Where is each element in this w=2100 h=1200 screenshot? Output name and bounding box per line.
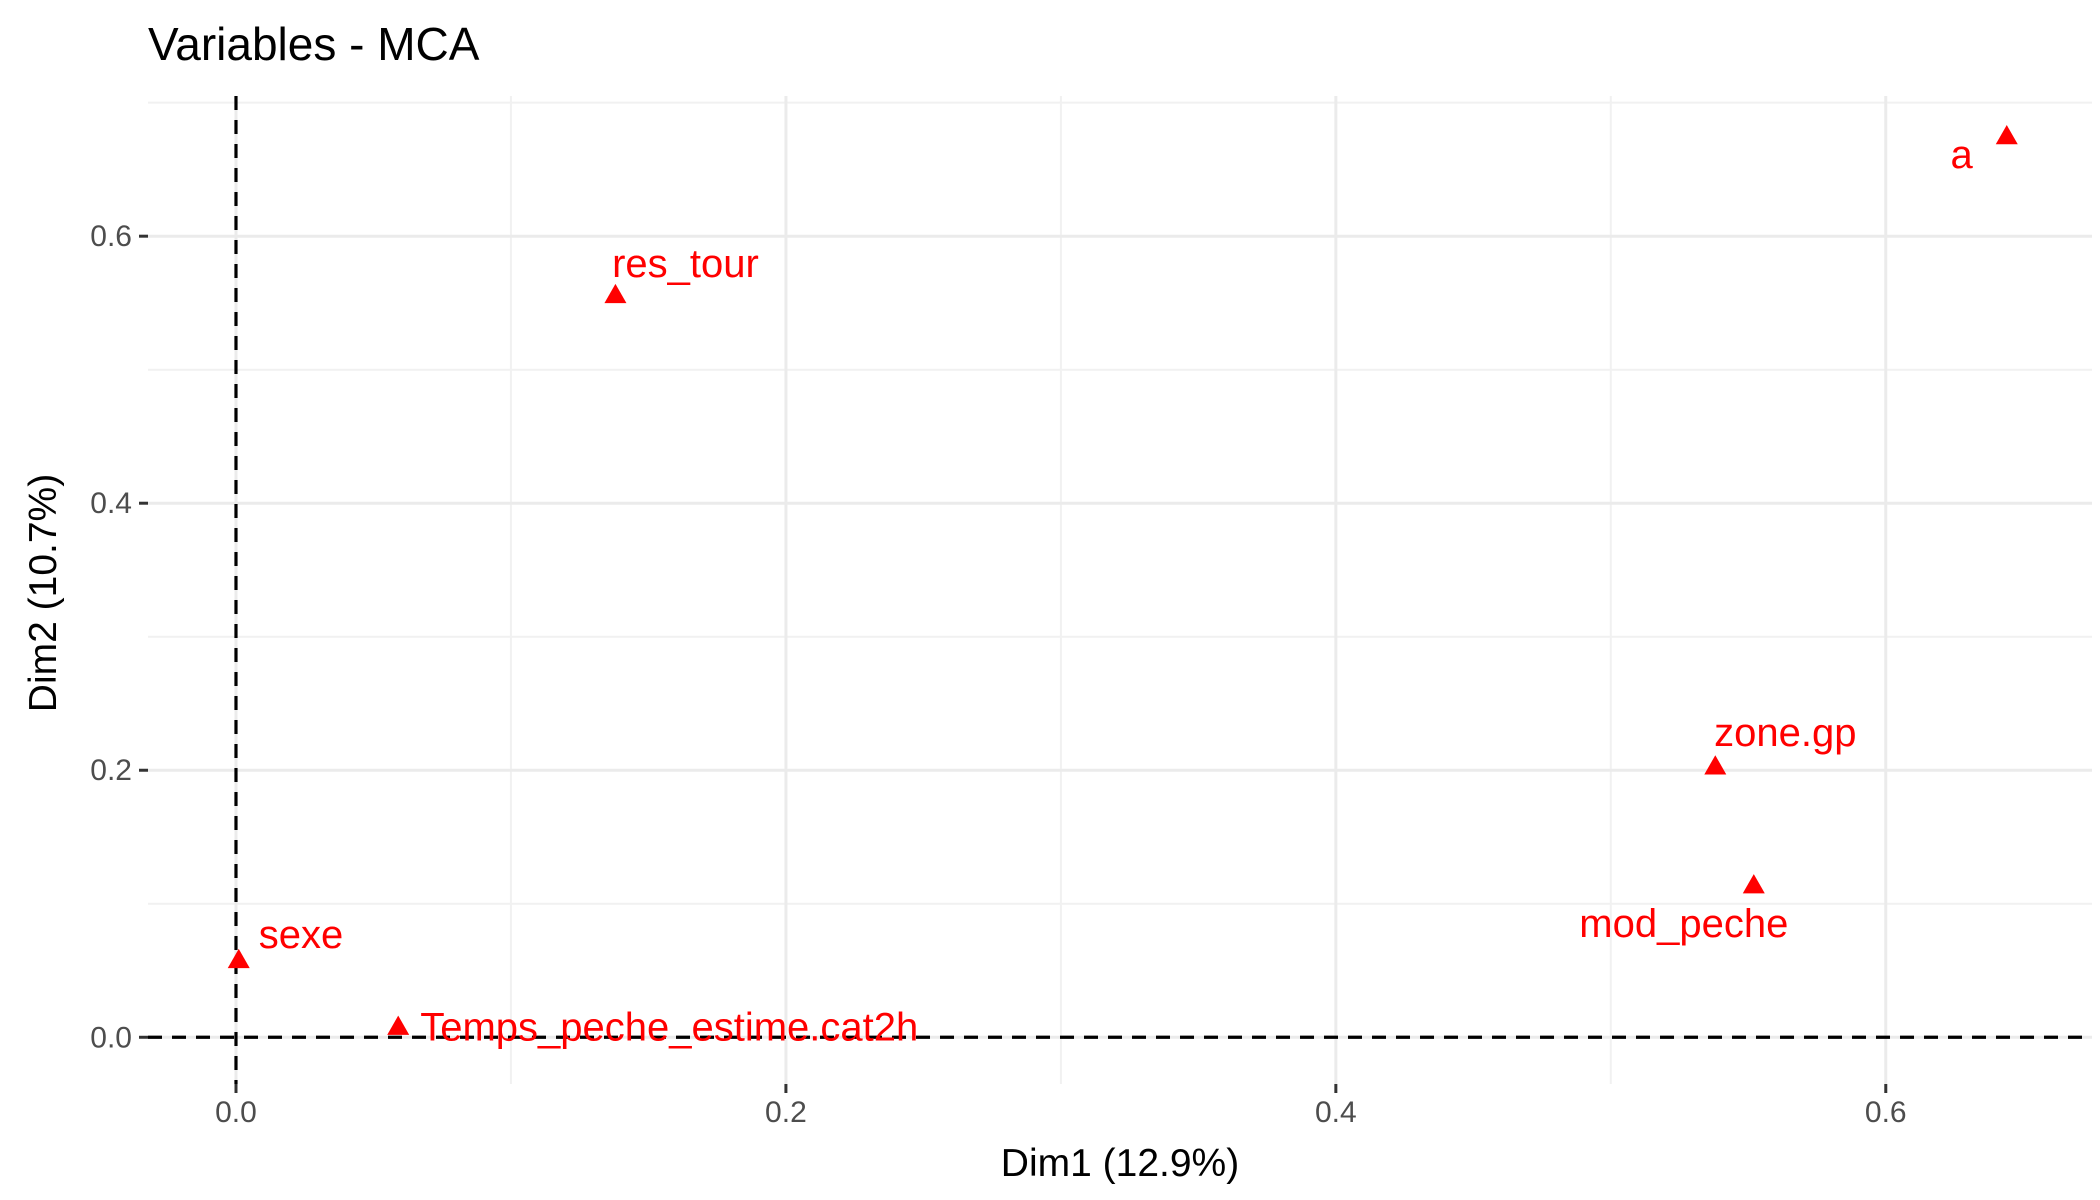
point-marker-res-tour xyxy=(604,283,627,304)
point-marker-a xyxy=(1995,125,2018,145)
point-labels: a res_tour zone.gp mod_peche sexe Temps_peche… xyxy=(259,133,1974,1050)
point-label-a: a xyxy=(1951,133,1974,177)
x-tick-label: 0.2 xyxy=(765,1096,807,1129)
point-label-mod-peche: mod_peche xyxy=(1579,902,1788,946)
y-axis-title: Dim2 (10.7%) xyxy=(22,474,65,712)
chart-title: Variables - MCA xyxy=(148,18,480,70)
x-tick-label: 0.4 xyxy=(1315,1096,1357,1129)
x-tick-label: 0.6 xyxy=(1865,1096,1907,1129)
y-tick-label: 0.0 xyxy=(90,1021,132,1054)
point-label-zone-gp: zone.gp xyxy=(1714,711,1856,755)
y-tick-label: 0.4 xyxy=(90,487,132,520)
point-marker-zone-gp xyxy=(1704,755,1727,775)
data-points xyxy=(227,125,2018,1035)
point-label-temps-peche-estime-cat2h: Temps_peche_estime.cat2h xyxy=(420,1006,918,1050)
minor-gridlines xyxy=(148,96,2092,1084)
point-marker-mod-peche xyxy=(1742,874,1765,894)
point-marker-sexe xyxy=(227,948,250,969)
x-tick-label: 0.0 xyxy=(215,1096,257,1129)
point-marker-temps-peche-estime-cat2h xyxy=(387,1015,410,1035)
y-tick-label: 0.2 xyxy=(90,754,132,787)
point-label-res-tour: res_tour xyxy=(612,242,759,286)
point-label-sexe: sexe xyxy=(259,913,344,957)
reference-lines xyxy=(148,96,2092,1084)
axis-ticks: 0.0 0.2 0.4 0.6 0.0 0.2 0.4 0.6 xyxy=(90,220,1906,1129)
x-axis-title: Dim1 (12.9%) xyxy=(1001,1142,1239,1185)
y-tick-label: 0.6 xyxy=(90,220,132,253)
